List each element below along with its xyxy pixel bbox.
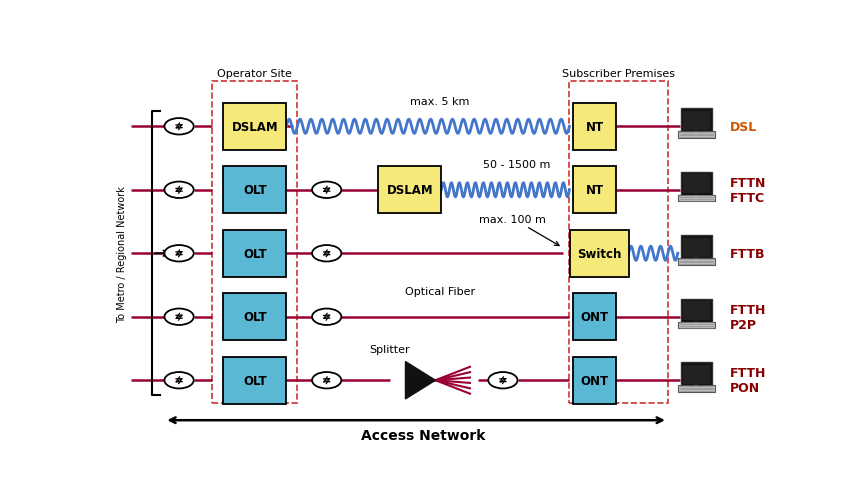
- Bar: [223, 104, 287, 151]
- Bar: [680, 299, 712, 323]
- Polygon shape: [406, 362, 435, 399]
- Circle shape: [312, 245, 341, 262]
- Bar: [573, 294, 616, 340]
- Text: Switch: Switch: [577, 247, 621, 260]
- Text: DSL: DSL: [729, 121, 757, 134]
- Bar: [678, 322, 715, 329]
- Text: ONT: ONT: [581, 374, 608, 387]
- Bar: [683, 365, 710, 384]
- Bar: [573, 167, 616, 213]
- Bar: [680, 109, 712, 133]
- Text: OLT: OLT: [243, 374, 267, 387]
- Circle shape: [488, 372, 517, 389]
- Bar: [223, 167, 287, 213]
- Bar: [678, 195, 715, 202]
- Text: NT: NT: [586, 121, 604, 134]
- Bar: [680, 236, 712, 260]
- Text: Optical Fiber: Optical Fiber: [405, 287, 474, 297]
- Bar: [573, 104, 616, 151]
- Text: FTTH
PON: FTTH PON: [729, 366, 766, 394]
- Bar: [680, 172, 712, 197]
- Bar: [570, 230, 629, 277]
- Bar: [223, 357, 287, 404]
- Circle shape: [165, 182, 194, 198]
- Bar: [678, 385, 715, 392]
- Text: OLT: OLT: [243, 311, 267, 324]
- Text: 50 - 1500 m: 50 - 1500 m: [482, 160, 550, 170]
- Bar: [223, 294, 287, 340]
- Bar: [570, 82, 668, 403]
- Text: Access Network: Access Network: [361, 428, 486, 442]
- Circle shape: [165, 372, 194, 389]
- Circle shape: [165, 119, 194, 135]
- Bar: [678, 258, 715, 265]
- Circle shape: [312, 309, 341, 325]
- Text: DSLAM: DSLAM: [232, 121, 278, 134]
- Text: DSLAM: DSLAM: [386, 184, 433, 197]
- Text: FTTB: FTTB: [729, 247, 765, 260]
- Text: Subscriber Premises: Subscriber Premises: [562, 69, 675, 78]
- Text: To Metro / Regional Network: To Metro / Regional Network: [117, 185, 127, 322]
- Text: FTTH
P2P: FTTH P2P: [729, 303, 766, 331]
- Text: Operator Site: Operator Site: [217, 69, 293, 78]
- Bar: [683, 112, 710, 131]
- Bar: [678, 132, 715, 138]
- Text: OLT: OLT: [243, 247, 267, 260]
- Bar: [212, 82, 298, 403]
- Text: max. 5 km: max. 5 km: [410, 96, 469, 106]
- Bar: [683, 302, 710, 321]
- Circle shape: [165, 245, 194, 262]
- Text: FTTN
FTTC: FTTN FTTC: [729, 176, 766, 204]
- Circle shape: [312, 182, 341, 198]
- Bar: [683, 175, 710, 194]
- Text: OLT: OLT: [243, 184, 267, 197]
- Bar: [378, 167, 441, 213]
- Bar: [680, 363, 712, 387]
- Text: max. 100 m: max. 100 m: [480, 214, 559, 246]
- Bar: [573, 357, 616, 404]
- Text: NT: NT: [586, 184, 604, 197]
- Bar: [223, 230, 287, 277]
- Circle shape: [312, 372, 341, 389]
- Bar: [683, 239, 710, 257]
- Text: Splitter: Splitter: [370, 345, 410, 354]
- Text: ONT: ONT: [581, 311, 608, 324]
- Circle shape: [165, 309, 194, 325]
